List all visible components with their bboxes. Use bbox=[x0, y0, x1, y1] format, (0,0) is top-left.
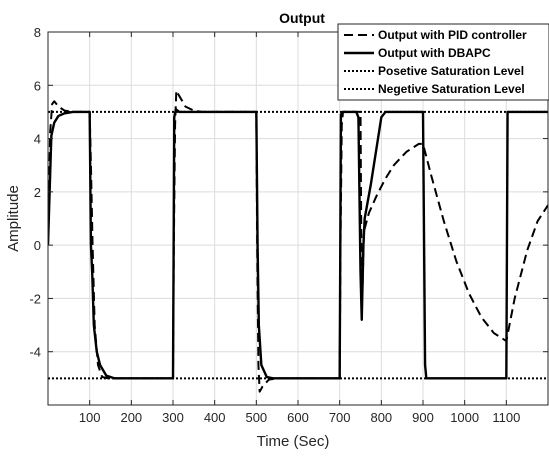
x-tick-label: 1000 bbox=[450, 410, 479, 425]
y-tick-label: 8 bbox=[34, 25, 41, 40]
y-tick-label: 0 bbox=[34, 238, 41, 253]
legend-label-3: Posetive Saturation Level bbox=[378, 64, 524, 78]
legend-label-1: Output with PID controller bbox=[378, 28, 527, 42]
legend-label-2: Output with DBAPC bbox=[378, 46, 491, 60]
y-axis-label: Amplitude bbox=[5, 185, 22, 252]
x-axis-label: Time (Sec) bbox=[257, 433, 330, 450]
series-line-2 bbox=[48, 108, 548, 380]
y-tick-label: 6 bbox=[34, 78, 41, 93]
x-tick-label: 100 bbox=[79, 410, 101, 425]
x-tick-label: 400 bbox=[204, 410, 226, 425]
legend-label-4: Negetive Saturation Level bbox=[378, 82, 525, 96]
legend: Output with PID controller Output with DB… bbox=[337, 23, 549, 101]
x-tick-label: 200 bbox=[120, 410, 142, 425]
series-line-1 bbox=[48, 89, 548, 393]
chart-title: Output bbox=[279, 10, 325, 26]
x-tick-label: 800 bbox=[370, 410, 392, 425]
x-tick-label: 900 bbox=[412, 410, 434, 425]
x-tick-label: 300 bbox=[162, 410, 184, 425]
x-tick-label: 600 bbox=[287, 410, 309, 425]
y-tick-label: 4 bbox=[34, 132, 41, 147]
tick-marks bbox=[48, 31, 548, 405]
series-layer bbox=[48, 89, 548, 393]
tick-labels: 100 200 300 400 500 600 700 800 900 1000 1100 -4 -2 0… bbox=[29, 25, 520, 425]
y-tick-label: -2 bbox=[29, 291, 41, 306]
y-tick-label: 2 bbox=[34, 185, 41, 200]
x-tick-label: 700 bbox=[329, 410, 351, 425]
x-tick-label: 1100 bbox=[492, 410, 520, 425]
legend-box bbox=[337, 23, 549, 101]
y-tick-label: -4 bbox=[29, 345, 41, 360]
x-tick-label: 500 bbox=[245, 410, 267, 425]
